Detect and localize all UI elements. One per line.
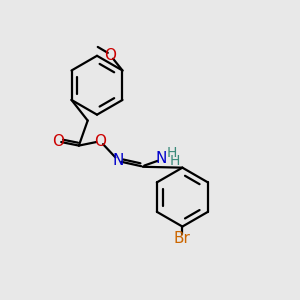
Text: N: N — [112, 153, 123, 168]
Text: H: H — [167, 146, 177, 160]
Text: N: N — [156, 151, 167, 166]
Text: O: O — [52, 134, 64, 149]
Text: O: O — [104, 48, 116, 63]
Text: O: O — [94, 134, 106, 149]
Text: Br: Br — [174, 231, 191, 246]
Text: H: H — [170, 154, 180, 168]
